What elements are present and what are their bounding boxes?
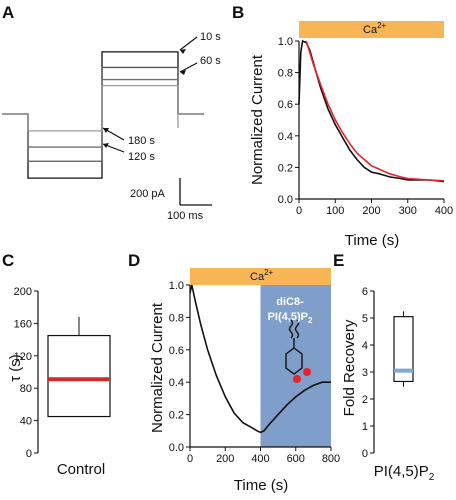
panel-e-fold-recovery-box: 0 1 2 3 4 5 6 Fold Recovery PI(4,5)P2 — [341, 286, 435, 483]
e-xlabel: PI(4,5)P2 — [374, 463, 435, 483]
c-ytick-label: 80 — [20, 383, 32, 395]
b-ytick-label: 0.4 — [278, 131, 293, 143]
d-ytick-label: 0.6 — [169, 345, 184, 357]
c-ytick-label: 160 — [14, 318, 32, 330]
b-xtick-label: 100 — [326, 205, 344, 217]
ca-label-b: Ca2+ — [363, 21, 387, 36]
b-ytick-label: 1.0 — [278, 36, 293, 48]
c-ytick-label: 0 — [26, 448, 32, 460]
pip2-molecule-icon — [285, 319, 303, 375]
arrowhead-120s — [103, 143, 109, 148]
trace-180s — [2, 85, 204, 132]
b-ylabel: Normalized Current — [249, 54, 266, 185]
arrowhead-180s — [103, 128, 109, 133]
panel-letter-e: E — [333, 251, 344, 270]
panel-letter-b: B — [232, 3, 244, 22]
ca-label-d: Ca2+ — [250, 268, 274, 283]
trace-10s — [2, 51, 204, 179]
d-ytick-label: 0.8 — [169, 312, 184, 324]
phosphate-dot-1 — [293, 375, 301, 383]
d-ytick-label: 0.4 — [169, 377, 184, 389]
e-ytick-label: 0 — [362, 448, 368, 460]
d-ytick-label: 0.2 — [169, 410, 184, 422]
b-fit-line — [305, 40, 445, 182]
d-xlabel: Time (s) — [234, 477, 288, 494]
arrowhead-10s — [180, 49, 186, 54]
e-ytick-label: 6 — [362, 286, 368, 298]
arrowhead-60s — [180, 70, 186, 75]
e-ytick-label: 3 — [362, 367, 368, 379]
b-ytick-label: 0.0 — [278, 194, 293, 206]
e-box-iqr — [393, 316, 414, 383]
trace-120s — [2, 78, 204, 148]
c-ytick-label: 200 — [14, 286, 32, 298]
scale-time-label: 100 ms — [167, 210, 204, 222]
label-60s: 60 s — [200, 55, 221, 67]
ca-bar-d — [190, 268, 331, 285]
panel-letter-a: A — [2, 3, 14, 22]
d-ytick-label: 0.0 — [169, 442, 184, 454]
d-data-trace — [189, 284, 331, 434]
c-ytick-label: 40 — [20, 416, 32, 428]
panel-b-normalized-current: Ca2+ 0.0 0.2 0.4 0.6 0.8 1.0 0 100 200 300 400 Nor… — [249, 21, 453, 249]
b-ytick-label: 0.6 — [278, 99, 293, 111]
e-ytick-label: 2 — [362, 394, 368, 406]
c-xlabel: Control — [57, 461, 105, 478]
arrow-60s — [179, 62, 198, 73]
ca-bar-b — [299, 21, 444, 38]
b-data-trace — [298, 39, 445, 183]
e-ylabel: Fold Recovery — [341, 319, 358, 416]
phosphate-dot-2 — [303, 368, 311, 376]
d-ylabel: Normalized Current — [149, 302, 166, 433]
d-xtick-label: 0 — [187, 453, 193, 465]
d-xtick-label: 200 — [216, 453, 234, 465]
label-120s: 120 s — [128, 151, 155, 163]
panel-c-tau-box: 0 40 80 120 160 200 τ (s) Control — [7, 286, 111, 478]
c-ytick-label: 120 — [14, 351, 32, 363]
d-ytick-label: 1.0 — [169, 280, 184, 292]
b-ytick-label: 0.8 — [278, 68, 293, 80]
c-ylabel: τ (s) — [7, 354, 24, 382]
c-box-iqr — [47, 334, 111, 418]
e-ytick-label: 4 — [362, 340, 368, 352]
label-180s: 180 s — [128, 135, 155, 147]
e-ytick-label: 1 — [362, 421, 368, 433]
scale-current-label: 200 pA — [130, 188, 166, 200]
d-xtick-label: 800 — [322, 453, 340, 465]
panel-a-current-traces: 10 s 60 s 180 s 120 s 200 pA 100 ms — [2, 31, 221, 222]
b-xtick-label: 300 — [399, 205, 417, 217]
b-xtick-label: 400 — [435, 205, 453, 217]
e-ytick-label: 5 — [362, 313, 368, 325]
b-xtick-label: 200 — [362, 205, 380, 217]
shade-label-line1: diC8- — [276, 296, 304, 308]
arrow-10s — [179, 36, 198, 51]
panel-letter-c: C — [2, 251, 14, 270]
label-10s: 10 s — [200, 31, 221, 43]
shade-label-line2: PI(4,5)P2 — [268, 311, 313, 325]
d-xtick-label: 600 — [287, 453, 305, 465]
b-ytick-label: 0.2 — [278, 162, 293, 174]
b-xtick-label: 0 — [296, 205, 302, 217]
panel-d-normalized-current: Ca2+ 0.0 0.2 0.4 0.6 0.8 1.0 0 200 400 600 800 diC… — [149, 268, 340, 494]
panel-letter-d: D — [128, 251, 140, 270]
b-xlabel: Time (s) — [345, 232, 399, 249]
d-xtick-label: 400 — [251, 453, 269, 465]
